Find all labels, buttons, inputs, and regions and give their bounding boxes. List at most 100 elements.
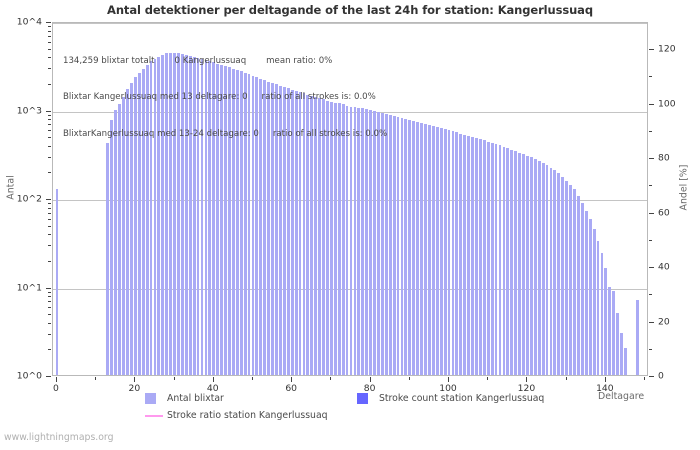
bar xyxy=(141,68,145,375)
bar xyxy=(416,122,420,375)
bar xyxy=(133,76,137,375)
bar xyxy=(431,126,435,375)
bar xyxy=(259,78,263,375)
bar xyxy=(471,136,474,375)
y-axis-left-minor-tick xyxy=(48,203,51,205)
annotation-block: 134,259 blixtar totalt 0 Kangerlussuaq mea… xyxy=(63,30,387,165)
y-axis-right-minor-tick xyxy=(649,130,652,132)
bar xyxy=(557,173,561,375)
bar xyxy=(577,196,580,375)
bar xyxy=(463,134,467,375)
y-axis-left-minor-tick xyxy=(48,145,51,147)
bar xyxy=(153,58,157,375)
bar xyxy=(620,332,623,375)
bar xyxy=(549,167,553,375)
bar xyxy=(537,161,541,375)
bar xyxy=(231,68,235,375)
bar xyxy=(212,62,216,375)
bar xyxy=(279,85,282,375)
y-axis-left-tick-label: 10^3 xyxy=(16,105,42,116)
annotation-line-1: 134,259 blixtar totalt 0 Kangerlussuaq mea… xyxy=(63,55,333,66)
x-axis-title: Deltagare xyxy=(598,391,645,402)
y-axis-left-tick xyxy=(46,287,51,289)
y-axis-right-tick-label: 100 xyxy=(658,98,676,110)
bar xyxy=(177,53,180,375)
bar xyxy=(329,102,333,375)
bar xyxy=(490,142,494,375)
legend-item[interactable]: Stroke count station Kangerlussuaq xyxy=(357,393,544,404)
x-axis-tick-label: 0 xyxy=(52,383,59,394)
bar xyxy=(486,141,490,375)
bar xyxy=(239,71,243,375)
bar xyxy=(157,56,161,375)
bar xyxy=(388,115,392,375)
y-axis-left-minor-tick xyxy=(48,41,51,43)
legend-label: Stroke count station Kangerlussuaq xyxy=(379,393,545,404)
bar xyxy=(161,54,165,375)
y-axis-left-minor-tick xyxy=(48,296,51,298)
bar xyxy=(502,146,506,375)
y-axis-left-minor-tick xyxy=(48,83,51,85)
bar xyxy=(592,228,596,375)
y-axis-left-minor-tick xyxy=(48,137,51,139)
x-axis-tick xyxy=(526,377,528,382)
bar xyxy=(196,58,200,375)
bar xyxy=(459,133,463,375)
bar xyxy=(600,252,604,375)
bar xyxy=(165,53,169,375)
x-axis-tick xyxy=(448,377,450,382)
bar xyxy=(326,100,329,375)
bar xyxy=(169,52,173,375)
bar xyxy=(122,96,125,375)
bar xyxy=(118,104,122,375)
bar xyxy=(510,149,514,375)
bar xyxy=(608,286,612,375)
legend-item[interactable]: Stroke ratio station Kangerlussuaq xyxy=(145,410,328,421)
legend-color-swatch xyxy=(357,393,368,404)
legend-label: Stroke ratio station Kangerlussuaq xyxy=(167,410,328,421)
y-axis-left-minor-tick xyxy=(48,314,51,316)
bar xyxy=(357,108,361,375)
bar xyxy=(306,94,310,375)
bars-layer xyxy=(53,23,647,375)
x-axis-minor-tick xyxy=(251,377,253,380)
bar xyxy=(286,88,290,375)
bar xyxy=(498,145,502,375)
bar xyxy=(263,80,267,375)
bar xyxy=(553,170,557,375)
bar xyxy=(267,81,271,375)
legend-item[interactable]: Antal blixtar xyxy=(145,393,224,404)
y-axis-right-tick-label: 20 xyxy=(658,316,670,328)
y-axis-left-minor-tick xyxy=(48,301,51,303)
bar xyxy=(400,118,404,375)
chart-title: Antal detektioner per deltagande of the … xyxy=(107,3,593,17)
bar xyxy=(580,202,584,375)
bar xyxy=(506,148,510,375)
y-axis-left-tick xyxy=(46,199,51,200)
bar xyxy=(475,138,478,375)
plot-area: 134,259 blixtar totalt 0 Kangerlussuaq mea… xyxy=(52,22,648,376)
bar xyxy=(322,99,325,375)
bar xyxy=(337,103,341,375)
x-axis-tick-label: 40 xyxy=(206,383,219,394)
bar xyxy=(377,112,380,375)
bar xyxy=(596,240,600,375)
bar xyxy=(514,150,518,375)
y-axis-left-minor-tick xyxy=(48,212,51,214)
x-axis-tick xyxy=(55,377,57,382)
bar xyxy=(251,75,255,375)
y-axis-left-minor-tick xyxy=(48,30,51,32)
bar xyxy=(616,313,620,375)
bar xyxy=(392,115,396,375)
bar xyxy=(380,113,384,375)
bar xyxy=(482,140,486,375)
y-axis-left-minor-tick xyxy=(48,57,51,59)
y-axis-right: 0 20 40 60 80 100 120 xyxy=(648,22,688,382)
bar xyxy=(228,67,231,375)
y-axis-right-tick-label: 0 xyxy=(658,370,664,382)
x-axis-minor-tick xyxy=(95,377,97,380)
watermark: www.lightningmaps.org xyxy=(4,432,114,443)
bar xyxy=(588,218,592,375)
bar xyxy=(290,89,294,375)
